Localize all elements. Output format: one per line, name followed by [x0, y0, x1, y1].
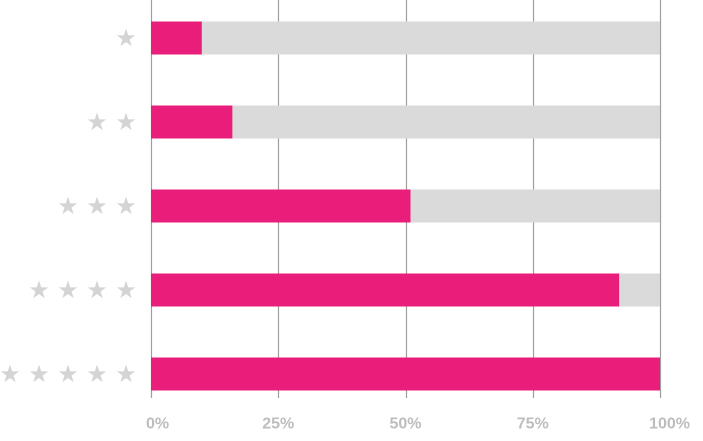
star-icon: ★: [115, 108, 137, 136]
bar-remainder-1-star: [201, 21, 660, 55]
star-icon: ★: [0, 360, 21, 388]
star-icon: ★: [57, 192, 79, 220]
x-tick-label-100: 100%: [649, 416, 690, 433]
x-tick-label-25: 25%: [262, 416, 294, 433]
bar-rated-2-star: [151, 105, 233, 139]
bar-remainder-3-star: [410, 189, 660, 223]
bar-remainder-4-star: [619, 273, 660, 307]
bar-rated-4-star: [151, 273, 620, 307]
bar-rated-5-star: [151, 357, 660, 391]
star-icon: ★: [28, 276, 50, 304]
star-icon: ★: [115, 360, 137, 388]
y-label-3-star: ★★★: [57, 192, 137, 220]
y-label-5-star: ★★★★★: [0, 360, 137, 388]
star-icon: ★: [86, 360, 108, 388]
y-label-4-star: ★★★★: [28, 276, 137, 304]
star-icon: ★: [57, 360, 79, 388]
bars: [151, 21, 660, 391]
bar-remainder-2-star: [232, 105, 660, 139]
star-icon: ★: [86, 108, 108, 136]
x-axis-labels: 0% 25% 50% 75% 100%: [146, 416, 690, 433]
star-icon: ★: [86, 192, 108, 220]
star-icon: ★: [57, 276, 79, 304]
y-label-1-star: ★: [115, 24, 137, 52]
y-axis-labels: ★★★★★★★★★★★★★★★: [0, 24, 137, 388]
x-tick-label-0: 0%: [146, 416, 169, 433]
bar-rated-1-star: [151, 21, 202, 55]
bar-rated-3-star: [151, 189, 411, 223]
star-icon: ★: [28, 360, 50, 388]
star-icon: ★: [86, 276, 108, 304]
star-icon: ★: [115, 192, 137, 220]
x-tick-label-75: 75%: [517, 416, 549, 433]
star-icon: ★: [115, 24, 137, 52]
y-label-2-star: ★★: [86, 108, 137, 136]
star-icon: ★: [115, 276, 137, 304]
x-tick-label-50: 50%: [389, 416, 421, 433]
